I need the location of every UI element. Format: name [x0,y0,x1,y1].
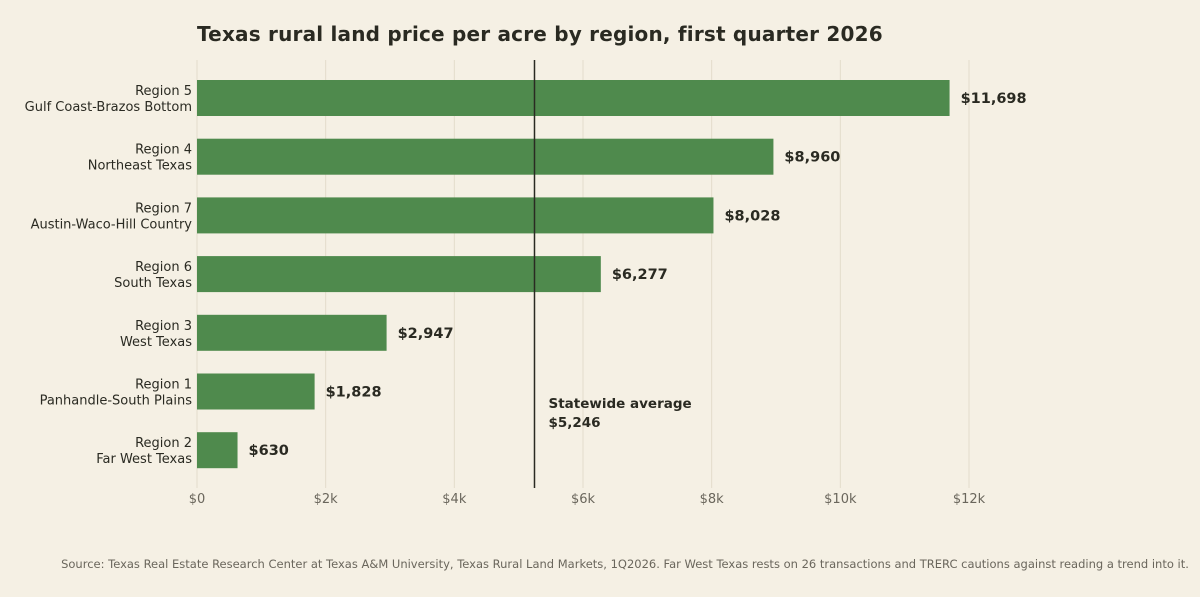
category-label-name: Gulf Coast-Brazos Bottom [25,100,192,115]
value-labels: $11,698 $8,960 $8,028 $6,277 $2,947 $1,828 $63… [249,91,1027,459]
category-label-region: Region 1 [135,378,192,393]
category-label-region: Region 4 [135,143,192,158]
category-label-name: Northeast Texas [88,159,192,174]
bar [197,138,774,175]
category-label-name: Far West Texas [96,452,192,467]
category-label-region: Region 3 [135,319,192,334]
bar [197,80,950,116]
bar [197,256,601,293]
chart-title: Texas rural land price per acre by regio… [197,22,883,46]
category-label-region: Region 5 [135,84,192,99]
category-label-name: West Texas [120,335,192,350]
bars [197,80,950,469]
data-label: $6,277 [612,267,668,283]
x-tick-label: $10k [824,492,857,507]
data-label: $11,698 [961,91,1027,107]
category-label-name: Panhandle-South Plains [40,394,193,409]
x-tick-label: $12k [953,492,986,507]
category-label-region: Region 7 [135,201,192,216]
reference-line-group: Statewide average $5,246 [533,60,692,488]
x-tick-label: $8k [700,492,725,507]
data-label: $8,028 [724,208,780,224]
statewide-average-label: Statewide average [548,396,691,412]
bar [197,432,238,469]
data-label: $1,828 [326,385,382,401]
data-label: $2,947 [398,326,454,342]
category-label-name: South Texas [114,276,192,291]
x-axis-ticks: $0 $2k $4k $6k $8k $10k $12k [189,492,986,507]
x-tick-label: $0 [189,492,206,507]
statewide-average-value: $5,246 [548,415,600,431]
bar [197,197,714,234]
x-tick-label: $4k [442,492,467,507]
category-label-region: Region 6 [135,260,192,275]
bar [197,373,315,410]
x-tick-label: $6k [571,492,596,507]
category-label-region: Region 2 [135,436,192,451]
source-note: Source: Texas Real Estate Research Cente… [61,557,1189,571]
data-label: $630 [249,443,289,459]
x-tick-label: $2k [314,492,339,507]
bar [197,314,387,351]
category-label-name: Austin-Waco-Hill Country [31,217,193,232]
data-label: $8,960 [784,150,840,166]
